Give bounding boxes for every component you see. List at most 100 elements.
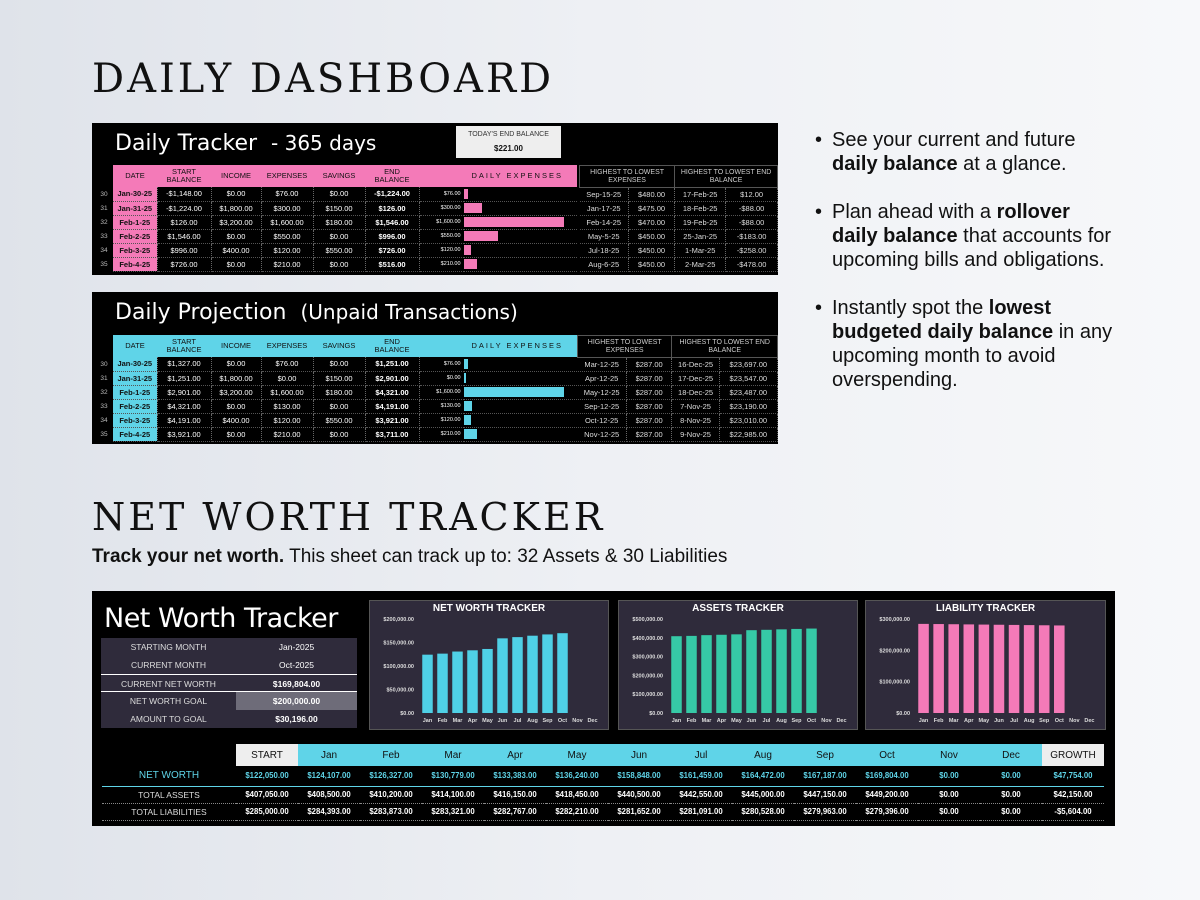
y-tick-label: $300,000.00 — [879, 617, 910, 623]
y-tick-label: $150,000.00 — [383, 641, 414, 647]
bullet-text: in any upcoming month to avoid overspend… — [832, 321, 1113, 391]
date-cell: Feb-2-25 — [113, 399, 158, 414]
end-balance-cell: $1,546.00 — [365, 215, 420, 230]
daily-tracker-title: Daily Tracker - 365 days — [115, 131, 376, 156]
value-cell: $285,000.00 — [236, 803, 298, 821]
value-cell: $283,321.00 — [422, 803, 484, 821]
month-header: Oct — [856, 744, 918, 766]
x-tick-label: Oct — [558, 718, 567, 724]
table-row[interactable]: 31 Jan-31-25 -$1,224.00 $1,800.00 $300.00 $15… — [95, 201, 577, 216]
chart-svg: $0.00 $100,000.00 $200,000.00 $300,000.00 Ja… — [879, 617, 1094, 724]
daily-expense-bar — [463, 188, 469, 199]
date-cell: Jan-30-25 — [113, 357, 158, 372]
table-row: Nov-12-25 $287.00 9-Nov-25 $22,985.00 — [577, 427, 778, 442]
y-tick-label: $50,000.00 — [386, 688, 414, 694]
table-row[interactable]: 35 Feb-4-25 $3,921.00 $0.00 $210.00 $0.00 $3,7… — [95, 427, 577, 442]
table-cell: 19-Feb-25 — [674, 215, 727, 230]
row-number: 34 — [100, 246, 108, 254]
table-cell: $287.00 — [626, 385, 673, 400]
value-cell: $0.00 — [939, 771, 959, 781]
table-cell: May-12-25 — [577, 385, 627, 400]
table-cell: $23,190.00 — [719, 399, 778, 414]
income-cell: $1,800.00 — [211, 201, 262, 216]
table-row[interactable]: 30 Jan-30-25 -$1,148.00 $0.00 $76.00 $0.00 -$1… — [95, 187, 577, 202]
chart-bar — [806, 628, 817, 713]
start-balance-cell: $1,251.00 — [157, 371, 212, 386]
expenses-cell: $1,600.00 — [261, 385, 314, 400]
table-row[interactable]: 34 Feb-3-25 $4,191.00 $400.00 $120.00 $550.00… — [95, 413, 577, 428]
income-cell: $3,200.00 — [211, 385, 262, 400]
value-cell: $133,383.00 — [493, 771, 537, 781]
chart-bar — [527, 635, 538, 713]
daily-expense-label: $300.00 — [419, 201, 464, 216]
table-row: Apr-12-25 $287.00 17-Dec-25 $23,547.00 — [577, 371, 778, 386]
chart-bar — [716, 634, 727, 713]
table-cell: -$88.00 — [725, 201, 778, 216]
summary-value: Jan-2025 — [236, 638, 357, 656]
table-row: Feb-14-25 $470.00 19-Feb-25 -$88.00 — [579, 215, 778, 230]
row-number: 31 — [100, 374, 108, 382]
value-cell: $279,963.00 — [794, 803, 856, 821]
expenses-cell: $550.00 — [261, 229, 314, 244]
table-row: NET WORTH $122,050.00 $124,107.00 $126,327.… — [102, 766, 1104, 786]
net-worth-subline: Track your net worth. This sheet can tra… — [92, 546, 727, 568]
table-row[interactable]: 31 Jan-31-25 $1,251.00 $1,800.00 $0.00 $150.0… — [95, 371, 577, 386]
daily-expense-bar-cell — [463, 187, 577, 202]
value-cell: $407,050.00 — [236, 785, 298, 804]
savings-cell: $0.00 — [313, 357, 366, 372]
table-row[interactable]: 32 Feb-1-25 $126.00 $3,200.00 $1,600.00 $180.… — [95, 215, 577, 230]
row-number: 30 — [100, 360, 108, 368]
header-row: DATE START BALANCE INCOME EXPENSES SAVINGS EN… — [95, 165, 577, 187]
summary-net-worth-goal[interactable]: NET WORTH GOAL $200,000.00 — [101, 692, 357, 710]
end-balance-cell: $126.00 — [365, 201, 420, 216]
y-tick-label: $0.00 — [649, 711, 663, 717]
feature-bullets: See your current and future daily balanc… — [815, 128, 1115, 416]
column-header: HIGHEST TO LOWEST END BALANCE — [671, 335, 778, 358]
table-cell: $23,487.00 — [719, 385, 778, 400]
value-cell: $279,396.00 — [856, 803, 918, 821]
column-header: END BALANCE — [365, 335, 419, 357]
table-cell: 18-Feb-25 — [674, 201, 727, 216]
table-cell: $12.00 — [725, 187, 778, 202]
daily-expense-bar-cell — [463, 413, 577, 428]
table-row[interactable]: 30 Jan-30-25 $1,327.00 $0.00 $76.00 $0.00 $1,2… — [95, 357, 577, 372]
date-cell: Jan-30-25 — [113, 187, 158, 202]
table-row[interactable]: 33 Feb-2-25 $1,546.00 $0.00 $550.00 $0.00 $996… — [95, 229, 577, 244]
projection-subtitle: (Unpaid Transactions) — [300, 300, 518, 324]
x-tick-label: Jun — [747, 718, 757, 724]
table-row: May-12-25 $287.00 18-Dec-25 $23,487.00 — [577, 385, 778, 400]
start-balance-cell: $4,321.00 — [157, 399, 212, 414]
y-tick-label: $100,000.00 — [879, 680, 910, 686]
value-cell: $169,804.00 — [865, 771, 909, 781]
value-cell: $281,652.00 — [608, 803, 670, 821]
savings-cell: $0.00 — [313, 187, 366, 202]
table-row[interactable]: 34 Feb-3-25 $996.00 $400.00 $120.00 $550.00 $7… — [95, 243, 577, 258]
table-row: Mar-12-25 $287.00 16-Dec-25 $23,697.00 — [577, 357, 778, 372]
table-row[interactable]: 33 Feb-2-25 $4,321.00 $0.00 $130.00 $0.00 $4,1… — [95, 399, 577, 414]
table-cell: Oct-12-25 — [577, 413, 627, 428]
daily-expense-bar — [463, 217, 564, 227]
summary-value[interactable]: $200,000.00 — [236, 692, 357, 710]
value-cell: $47,754.00 — [1053, 771, 1093, 781]
daily-expense-bar-cell — [463, 229, 577, 244]
chart-bar — [948, 624, 959, 713]
month-header: Aug — [732, 744, 794, 766]
chart-bar — [467, 650, 478, 713]
chart-bar — [993, 624, 1005, 713]
table-cell: $23,697.00 — [719, 357, 778, 372]
daily-expense-bar — [463, 415, 472, 425]
table-row[interactable]: 35 Feb-4-25 $726.00 $0.00 $210.00 $0.00 $516.0… — [95, 257, 577, 272]
value-cell: $126,327.00 — [369, 771, 413, 781]
value-cell: $136,240.00 — [555, 771, 599, 781]
expenses-cell: $210.00 — [261, 257, 314, 272]
x-tick-label: Jul — [763, 718, 771, 724]
table-cell: $287.00 — [626, 399, 673, 414]
value-cell: $167,187.00 — [803, 771, 847, 781]
value-cell: $447,150.00 — [794, 785, 856, 804]
table-row[interactable]: 32 Feb-1-25 $2,901.00 $3,200.00 $1,600.00 $18… — [95, 385, 577, 400]
x-tick-label: May — [731, 718, 743, 724]
daily-tracker-table: DATE START BALANCE INCOME EXPENSES SAVINGS EN… — [95, 165, 577, 272]
summary-value: $169,804.00 — [236, 675, 357, 691]
daily-expense-bar — [463, 429, 477, 439]
x-tick-label: May — [482, 718, 494, 724]
